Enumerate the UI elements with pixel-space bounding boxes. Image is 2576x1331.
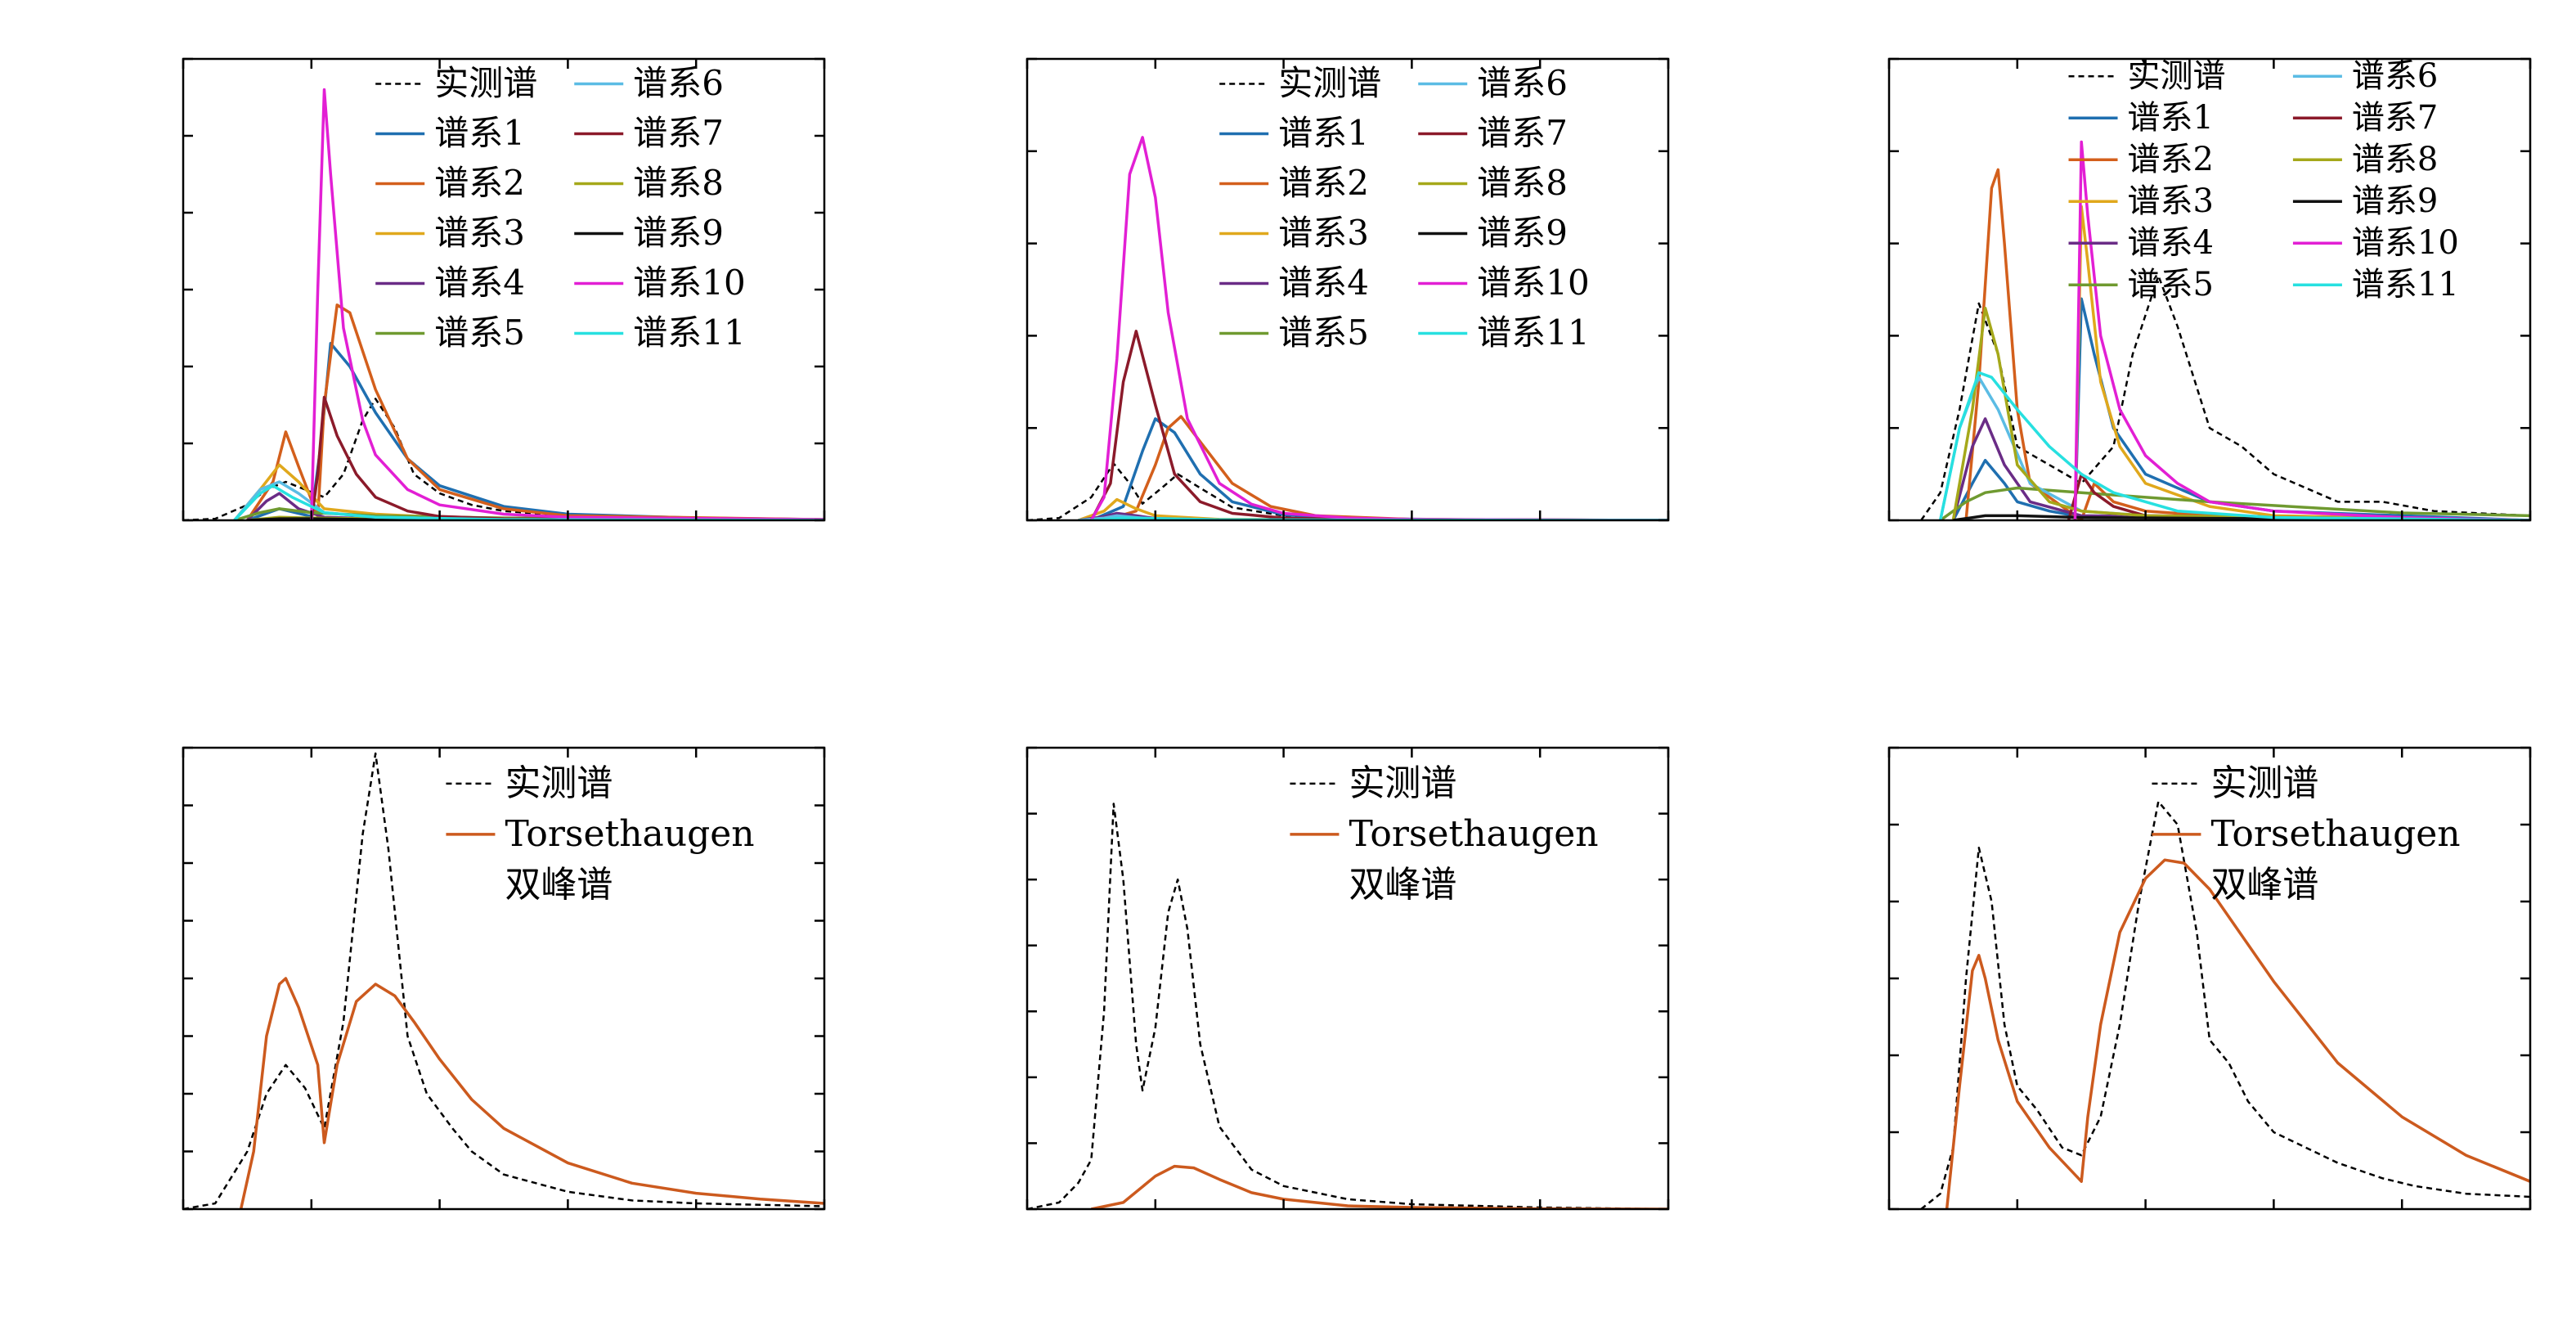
legend-label: 谱系10	[1477, 263, 1589, 303]
legend-label: 实测谱	[1278, 63, 1381, 103]
series-line	[1945, 858, 2530, 1209]
series-line	[1090, 417, 1668, 520]
legend-label: 谱系9	[1477, 213, 1568, 253]
legend-label: 谱系11	[1477, 313, 1589, 353]
legend-label: 谱系1	[1278, 113, 1369, 153]
legend-label: 谱系11	[633, 313, 745, 353]
legend-label: 谱系9	[2352, 182, 2438, 220]
series-line	[1089, 136, 1668, 520]
legend-label: 谱系1	[434, 113, 525, 153]
legend-label: 谱系3	[2128, 182, 2214, 220]
legend-label: 谱系7	[633, 113, 724, 153]
chart-panel: 实测谱 Torsethaugen 双峰谱	[182, 746, 826, 1211]
legend-label: 谱系4	[434, 263, 525, 303]
axes-frame	[1887, 57, 2532, 522]
series-line	[2073, 205, 2530, 520]
legend-label: Torsethaugen 双峰谱	[505, 813, 754, 906]
legend-label: 实测谱	[434, 63, 537, 103]
series-line	[239, 977, 824, 1209]
plot-area	[1920, 140, 2530, 520]
legend: 实测谱 Torsethaugen 双峰谱	[2152, 762, 2461, 906]
legend-label: 谱系3	[434, 213, 525, 253]
series-line	[233, 483, 824, 520]
series-line	[310, 88, 824, 520]
series-line	[1951, 417, 2530, 520]
series-line	[1027, 803, 1668, 1209]
legend-label: 谱系2	[1278, 163, 1369, 203]
chart-panel: 实测谱 Torsethaugen 双峰谱	[1887, 746, 2532, 1211]
legend-label: 谱系2	[2128, 141, 2214, 178]
legend-label: 谱系5	[434, 313, 525, 353]
legend-label: 谱系7	[2352, 99, 2438, 137]
legend-label: 谱系10	[2352, 224, 2459, 262]
plot-area	[183, 88, 824, 520]
legend-label: 实测谱	[2128, 57, 2226, 95]
series-line	[1920, 800, 2530, 1209]
legend-label: 谱系4	[1278, 263, 1369, 303]
legend-label: 谱系11	[2352, 266, 2459, 304]
series-line	[1964, 168, 2530, 520]
legend-label: 谱系10	[633, 263, 745, 303]
legend-label: 谱系7	[1477, 113, 1568, 153]
series-line	[1938, 371, 2530, 520]
series-line	[1939, 486, 2530, 520]
legend-label: 实测谱	[2210, 762, 2318, 804]
legend-label: 谱系4	[2128, 224, 2214, 262]
legend-label: 谱系9	[633, 213, 724, 253]
legend: 实测谱 Torsethaugen 双峰谱	[1290, 762, 1599, 906]
series-line	[1920, 274, 2530, 520]
legend-label: 谱系6	[2352, 57, 2438, 95]
legend-label: 谱系8	[2352, 141, 2438, 178]
series-line	[183, 752, 824, 1209]
series-line	[2073, 140, 2530, 520]
legend-label: 谱系3	[1278, 213, 1369, 253]
series-line	[245, 304, 824, 520]
series-line	[246, 342, 824, 520]
legend-label: 谱系5	[2128, 266, 2214, 304]
legend-label: 谱系1	[2128, 99, 2214, 137]
legend-label: 谱系5	[1278, 313, 1369, 353]
chart-panel: 实测谱 Torsethaugen 双峰谱	[1025, 746, 1670, 1211]
legend-label: 谱系6	[633, 63, 724, 103]
series-line	[1027, 462, 1668, 520]
legend-label: 谱系8	[633, 163, 724, 203]
legend-label: 谱系8	[1477, 163, 1568, 203]
legend-label: 谱系2	[434, 163, 525, 203]
axes-frame	[1025, 746, 1670, 1211]
legend-label: Torsethaugen 双峰谱	[1349, 813, 1598, 906]
legend-label: 谱系6	[1477, 63, 1568, 103]
legend-label: 实测谱	[505, 762, 613, 804]
plot-area	[183, 752, 824, 1209]
plot-area	[1027, 803, 1668, 1209]
series-line	[1103, 415, 1668, 520]
series-line	[1091, 1164, 1668, 1209]
plot-area	[1920, 800, 2530, 1209]
legend: 实测谱 Torsethaugen 双峰谱	[446, 762, 755, 906]
legend-label: Torsethaugen 双峰谱	[2210, 813, 2460, 906]
axes-frame	[1025, 57, 1670, 522]
legend-label: 实测谱	[1349, 762, 1456, 804]
